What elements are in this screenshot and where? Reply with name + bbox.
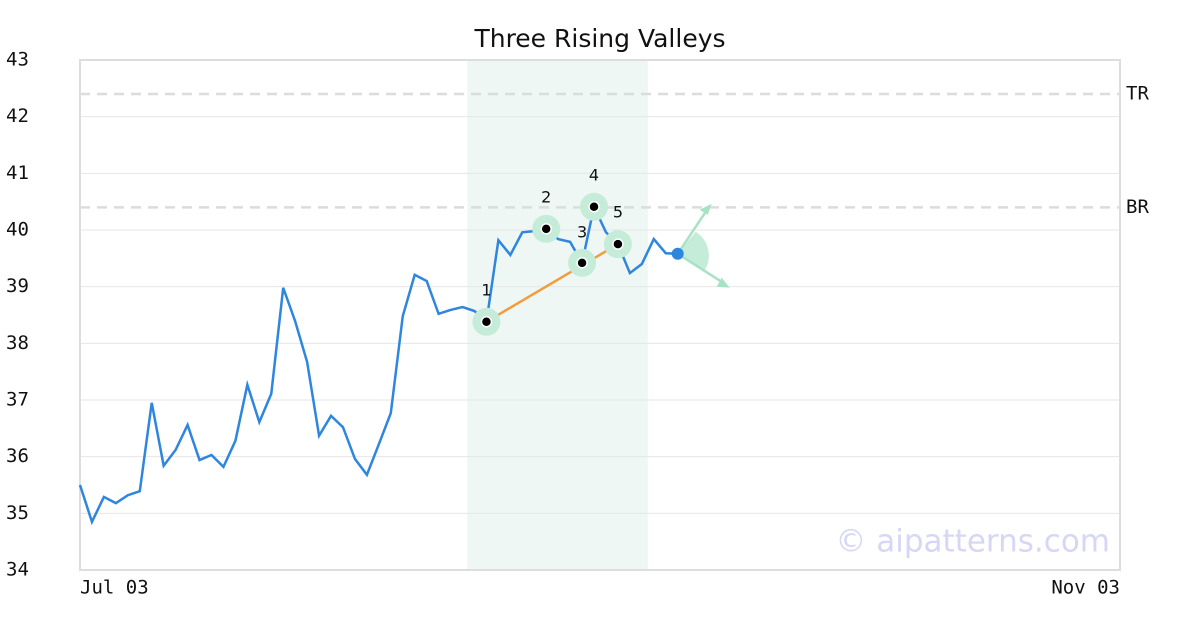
pattern-label: 1 <box>481 280 491 299</box>
y-tick-label: 34 <box>6 559 29 581</box>
arrow-up <box>676 211 707 255</box>
arrow-down <box>677 252 723 283</box>
arrow-head <box>716 277 730 288</box>
projection-wedge <box>677 231 709 272</box>
y-tick-label: 38 <box>6 332 29 354</box>
level-label: BR <box>1126 196 1149 218</box>
y-tick-label: 37 <box>6 389 29 411</box>
pattern-point <box>480 316 493 328</box>
level-label: TR <box>1126 83 1149 105</box>
last-point <box>671 247 684 260</box>
chart-title: Three Rising Valleys <box>473 24 725 53</box>
pattern-label: 5 <box>613 203 623 222</box>
arrow-head <box>699 203 712 215</box>
pattern-label: 3 <box>577 222 587 241</box>
pattern-point <box>540 223 552 235</box>
y-tick-label: 41 <box>6 162 29 184</box>
watermark: © aipatterns.com <box>835 524 1110 560</box>
pattern-label: 4 <box>589 165 599 184</box>
x-tick-label: Nov 03 <box>1051 577 1120 599</box>
y-tick-label: 43 <box>6 49 29 71</box>
pattern-point <box>612 238 624 250</box>
y-tick-label: 36 <box>6 445 29 467</box>
plot-frame <box>79 59 1121 571</box>
y-tick-label: 40 <box>6 219 29 241</box>
y-tick-label: 42 <box>6 105 29 127</box>
pattern-point <box>588 201 600 213</box>
pattern-label: 2 <box>541 187 551 206</box>
y-tick-label: 39 <box>6 275 29 297</box>
pattern-point <box>576 257 588 269</box>
pattern-trend <box>485 243 619 323</box>
x-tick-label: Jul 03 <box>80 577 149 599</box>
y-tick-label: 35 <box>6 502 29 524</box>
